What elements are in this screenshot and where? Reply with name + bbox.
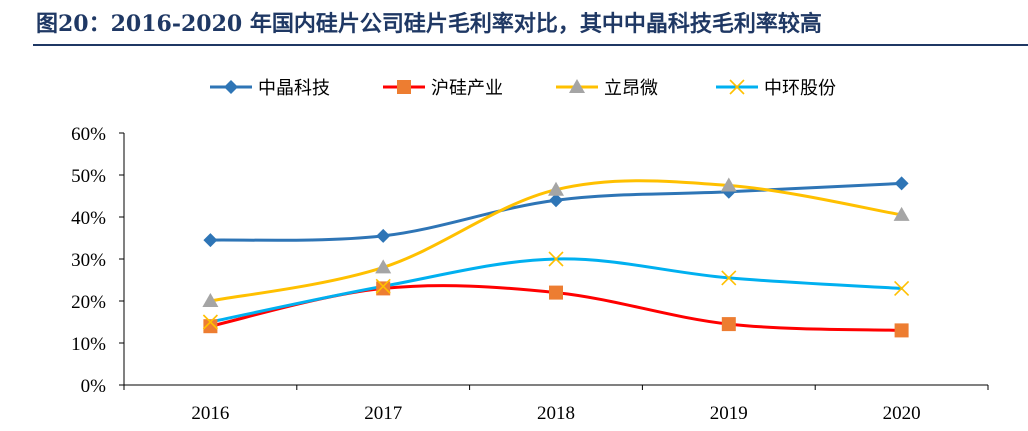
data-point-marker [376,228,391,243]
data-point-marker [721,317,736,332]
data-point-marker [894,176,909,191]
title-underline [33,44,1028,46]
data-point-marker [203,319,218,334]
legend-label: 立昂微 [604,78,658,99]
data-point-marker [893,206,910,221]
legend-marker [569,79,585,93]
legend-label: 沪硅产业 [431,78,503,99]
x-tick-label: 2018 [537,403,575,424]
axes: 0% 10% 20% 30% 40% 50% 60% 2016 2017 2018 2019 2020 [71,124,989,424]
y-tick-label: 60% [71,124,106,145]
markers [202,176,910,338]
y-tick-label: 40% [71,208,106,229]
legend-item-2: 沪硅产业 [383,78,503,99]
data-point-marker [548,251,564,267]
legend: 中晶科技 沪硅产业 立昂微 中环股份 [210,78,836,99]
data-point-marker [203,233,218,248]
legend-marker [397,80,411,94]
data-point-marker [549,193,563,208]
x-marker-stroke [202,314,218,330]
data-point-marker [375,278,391,294]
legend-label: 中环股份 [764,78,836,99]
x-tick-label: 2017 [364,403,402,424]
legend-label: 中晶科技 [258,78,330,99]
legend-marker [729,79,745,95]
y-tick-label: 10% [71,334,106,355]
x-marker-stroke [721,270,737,286]
legend-item-3: 立昂微 [556,78,658,99]
x-marker-stroke [729,79,745,95]
data-point-marker [549,285,563,300]
data-point-marker [375,259,392,274]
y-tick-label: 50% [71,166,106,187]
legend-item-4: 中环股份 [716,78,836,99]
data-point-marker [894,323,909,338]
data-point-marker [202,314,218,330]
data-point-marker [548,181,564,196]
figure-title: 图20：2016-2020 年国内硅片公司硅片毛利率对比，其中中晶科技毛利率较高 [36,11,822,37]
data-point-marker [720,177,737,192]
x-tick-label: 2020 [883,403,921,424]
y-tick-label: 20% [71,292,106,313]
legend-marker [224,80,238,94]
x-marker-stroke [375,278,391,294]
x-tick-label: 2019 [710,403,748,424]
legend-item-1: 中晶科技 [210,78,330,99]
data-point-marker [376,281,391,296]
y-tick-label: 30% [71,250,106,271]
x-tick-label: 2016 [191,403,229,424]
data-point-marker [202,293,219,307]
data-point-marker [894,280,910,296]
data-point-marker [721,270,737,286]
x-marker-stroke [894,280,910,296]
y-tick-label: 0% [81,376,107,397]
x-marker-stroke [548,251,564,267]
